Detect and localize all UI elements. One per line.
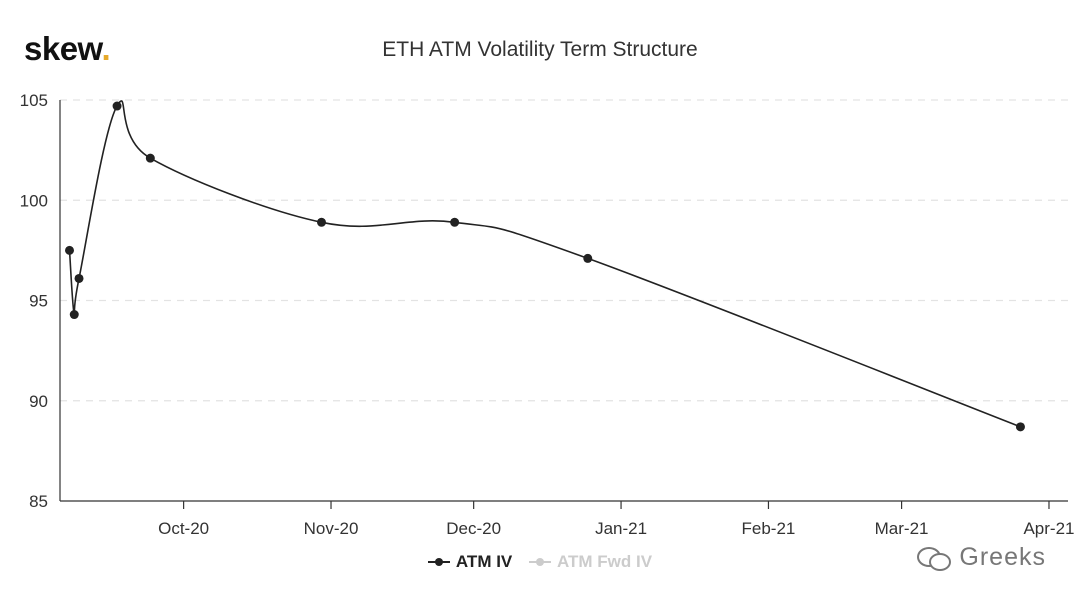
x-tick-label-Apr-21: Apr-21 <box>1023 519 1074 538</box>
data-point-0 <box>65 245 75 255</box>
legend-label-atm-fwd-iv: ATM Fwd IV <box>557 552 653 571</box>
x-tick-label-Jan-21: Jan-21 <box>595 519 647 538</box>
legend: ATM IV ATM Fwd IV <box>0 548 1080 572</box>
legend-label-atm-iv: ATM IV <box>455 552 513 571</box>
series-points-atm-iv <box>65 101 1025 432</box>
y-tick-label-85: 85 <box>29 492 48 511</box>
y-tick-label-100: 100 <box>20 191 48 210</box>
y-axis-ticks: 85 90 95 100 105 <box>20 91 48 511</box>
y-tick-label-95: 95 <box>29 292 48 311</box>
chart-title: ETH ATM Volatility Term Structure <box>382 38 698 61</box>
data-point-7 <box>583 253 593 263</box>
watermark-text: Greeks <box>959 543 1046 571</box>
wechat-icon <box>917 545 952 571</box>
logo-dot: . <box>101 30 111 67</box>
logo-text: skew <box>24 30 102 67</box>
legend-marker-atm-fwd-iv <box>529 558 552 566</box>
y-tick-label-90: 90 <box>29 392 48 411</box>
y-tick-label-105: 105 <box>20 91 48 110</box>
x-tick-label-Mar-21: Mar-21 <box>875 519 929 538</box>
data-point-2 <box>74 273 84 283</box>
legend-marker-atm-iv <box>427 558 450 566</box>
data-point-5 <box>317 217 327 227</box>
x-tick-label-Nov-20: Nov-20 <box>304 519 359 538</box>
series-line-atm-iv <box>68 100 1021 428</box>
data-point-8 <box>1015 422 1025 432</box>
data-point-4 <box>145 153 155 163</box>
data-point-6 <box>450 217 460 227</box>
data-point-3 <box>112 101 122 111</box>
legend-item-atm-iv[interactable]: ATM IV <box>427 552 513 572</box>
x-axis-ticks: Oct-20 Nov-20 Dec-20 Jan-21 Feb-21 Mar-21 Apr-… <box>158 501 1074 538</box>
skew-logo: skew. <box>24 30 111 68</box>
data-point-1 <box>69 310 79 320</box>
x-tick-label-Oct-20: Oct-20 <box>158 519 209 538</box>
watermark: Greeks <box>917 543 1046 572</box>
x-tick-label-Feb-21: Feb-21 <box>742 519 796 538</box>
x-tick-label-Dec-20: Dec-20 <box>446 519 501 538</box>
legend-item-atm-fwd-iv[interactable]: ATM Fwd IV <box>529 552 652 572</box>
axes <box>59 100 1068 502</box>
